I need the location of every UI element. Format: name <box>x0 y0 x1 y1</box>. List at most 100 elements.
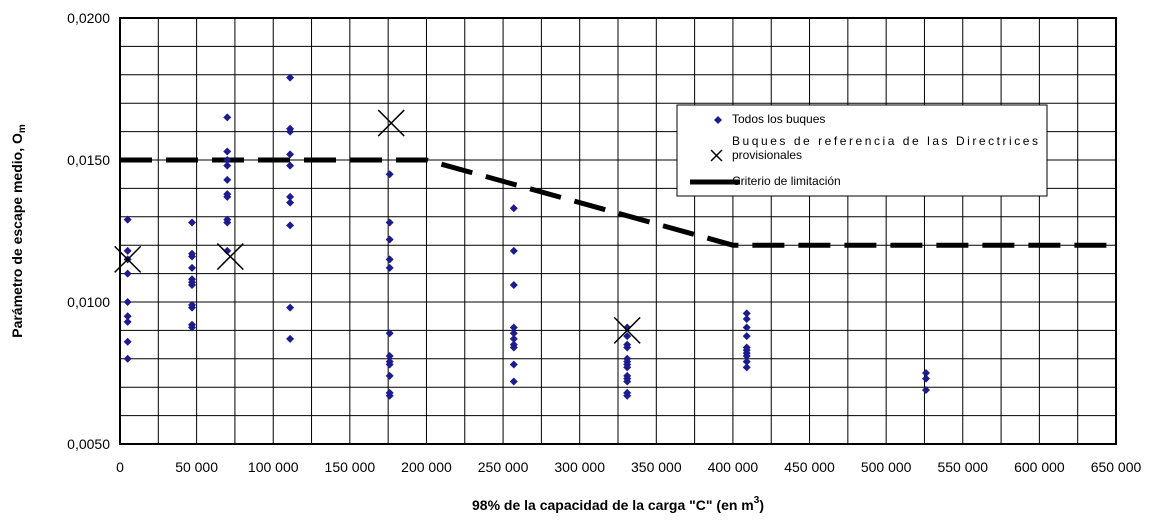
x-tick-label: 100 000 <box>248 459 299 475</box>
data-point-diamond <box>509 329 518 338</box>
data-point-diamond <box>509 360 518 369</box>
grid-lines <box>120 18 1116 444</box>
data-point-diamond <box>509 334 518 343</box>
data-point-diamond <box>385 255 394 264</box>
x-tick-label: 500 000 <box>861 459 912 475</box>
data-point-diamond <box>921 369 930 377</box>
data-point-diamond <box>509 343 518 352</box>
data-point-diamond <box>188 280 197 289</box>
x-tick-label: 550 000 <box>937 459 988 475</box>
y-tick-label: 0,0150 <box>67 152 110 168</box>
data-point-diamond <box>623 323 632 332</box>
x-tick-label: 600 000 <box>1014 459 1065 475</box>
data-point-diamond <box>286 127 295 136</box>
data-point-diamond <box>742 332 751 341</box>
data-point-diamond <box>286 150 295 159</box>
legend-label-limit-criterion: Criterio de limitación <box>732 174 841 188</box>
x-tick-label: 450 000 <box>784 459 835 475</box>
data-point-diamond <box>123 269 132 278</box>
data-point-diamond <box>123 215 132 224</box>
data-point-diamond <box>742 323 751 332</box>
data-point-diamond <box>223 218 232 227</box>
x-tick-label: 50 000 <box>175 459 218 475</box>
data-point-diamond <box>509 280 518 289</box>
data-point-diamond <box>385 351 394 360</box>
limit-criterion-line <box>120 157 1116 248</box>
data-points <box>123 73 930 400</box>
data-point-diamond <box>742 351 751 360</box>
data-point-diamond <box>223 156 232 164</box>
reference-markers <box>114 109 641 344</box>
data-point-diamond <box>385 218 394 227</box>
x-axis-title: 98% de la capacidad de la carga "C" (en … <box>472 495 764 513</box>
data-point-diamond <box>742 357 751 366</box>
data-point-diamond <box>286 221 295 230</box>
data-point-diamond <box>921 386 930 395</box>
data-point-diamond <box>385 391 394 400</box>
y-axis-title-main: Parámetro de escape medio, O <box>9 133 25 338</box>
data-point-diamond <box>123 337 132 346</box>
legend-label-reference-ships-line2: provisionales <box>732 148 802 162</box>
y-axis-title-subscript: m <box>17 124 28 133</box>
data-point-diamond <box>623 363 632 372</box>
data-point-diamond <box>509 377 518 386</box>
legend-label-reference-ships-line1: Buques de referencia de las Directrices <box>732 134 1038 148</box>
data-point-diamond <box>188 263 197 272</box>
data-point-diamond <box>623 332 632 341</box>
y-tick-label: 0,0100 <box>67 294 110 310</box>
x-tick-label: 0 <box>116 459 124 475</box>
data-point-diamond <box>188 303 197 312</box>
data-point-diamond <box>286 161 295 170</box>
x-tick-label: 150 000 <box>325 459 376 475</box>
data-point-diamond <box>223 246 232 255</box>
data-point-diamond <box>921 374 930 383</box>
legend-label-all-ships: Todos los buques <box>732 112 825 126</box>
data-point-diamond <box>385 360 394 369</box>
data-point-diamond <box>509 323 518 332</box>
x-tick-label: 200 000 <box>401 459 452 475</box>
data-point-diamond <box>223 161 232 170</box>
data-point-diamond <box>742 315 751 324</box>
data-point-diamond <box>223 147 232 156</box>
data-point-diamond <box>286 198 295 207</box>
data-point-diamond <box>123 317 132 326</box>
data-point-diamond <box>385 235 394 244</box>
data-point-diamond <box>742 309 751 318</box>
y-axis-tick-labels: 0,0050 0,0100 0,0150 0,0200 <box>67 10 110 452</box>
data-point-diamond <box>286 192 295 201</box>
y-tick-label: 0,0050 <box>67 436 110 452</box>
data-point-diamond <box>623 391 632 400</box>
data-point-diamond <box>385 329 394 338</box>
data-point-diamond <box>188 252 197 261</box>
data-point-diamond <box>286 334 295 343</box>
data-point-diamond <box>286 303 295 312</box>
y-tick-label: 0,0200 <box>67 10 110 26</box>
data-point-diamond <box>385 371 394 380</box>
data-point-diamond <box>123 246 132 255</box>
reference-ship-x-marker <box>114 245 142 273</box>
x-tick-label: 350 000 <box>631 459 682 475</box>
data-point-diamond <box>223 113 232 122</box>
data-point-diamond <box>188 323 197 332</box>
data-point-diamond <box>286 73 295 82</box>
reference-ship-x-marker <box>613 316 641 344</box>
limit-line-layer <box>120 157 1116 248</box>
data-point-diamond <box>742 363 751 372</box>
legend-marker-diamond-icon <box>714 116 722 124</box>
x-axis-title-end: ) <box>759 497 764 513</box>
x-tick-label: 400 000 <box>708 459 759 475</box>
x-tick-label: 250 000 <box>478 459 529 475</box>
data-point-diamond <box>623 343 632 352</box>
x-axis-tick-labels: 0 50 000 100 000 150 000 200 000 250 000 300 0… <box>116 459 1141 475</box>
data-point-diamond <box>385 263 394 272</box>
y-axis-title: Parámetro de escape medio, Om <box>9 124 28 338</box>
x-axis-title-main: 98% de la capacidad de la carga "C" (en … <box>472 497 754 513</box>
data-point-diamond <box>509 204 518 213</box>
reference-ship-x-marker <box>216 243 244 271</box>
data-point-diamond <box>123 354 132 363</box>
x-tick-label: 300 000 <box>554 459 605 475</box>
data-point-diamond <box>188 218 197 227</box>
x-axis-title-superscript: 3 <box>754 495 760 506</box>
data-point-diamond <box>223 175 232 184</box>
